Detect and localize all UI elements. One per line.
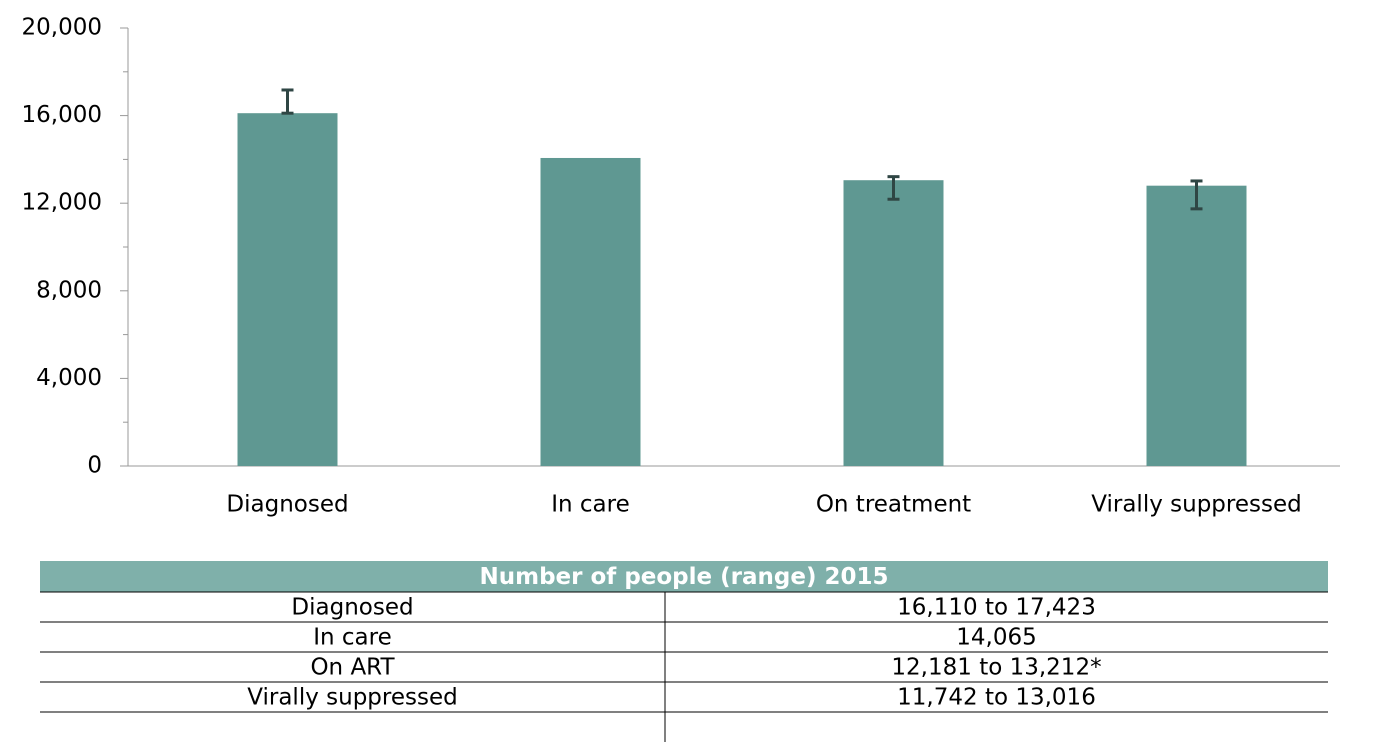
x-tick-label: On treatment — [816, 492, 971, 518]
bar — [843, 180, 944, 466]
y-tick-label: 12,000 — [22, 190, 102, 216]
table-cell: In care — [313, 625, 392, 651]
table-title: Number of people (range) 2015 — [480, 564, 889, 590]
table-cell: Diagnosed — [291, 595, 413, 621]
bar — [1146, 185, 1247, 466]
table-cell: 11,742 to 13,016 — [897, 685, 1096, 711]
y-tick-label: 0 — [87, 453, 102, 479]
table-cell: 12,181 to 13,212* — [891, 655, 1101, 681]
error-bar — [281, 88, 294, 115]
y-tick-label: 20,000 — [22, 15, 102, 41]
table-cell: 16,110 to 17,423 — [897, 595, 1096, 621]
y-tick-label: 4,000 — [36, 365, 102, 391]
bar — [540, 157, 641, 466]
y-tick-label: 8,000 — [36, 277, 102, 303]
table-cell: On ART — [310, 655, 395, 681]
error-bar — [887, 175, 900, 201]
table-cell: 14,065 — [956, 625, 1036, 651]
table-cell: Virally suppressed — [247, 685, 457, 711]
x-tick-label: In care — [551, 492, 630, 518]
x-tick-label: Diagnosed — [226, 492, 348, 518]
bar — [237, 113, 338, 466]
error-bar — [1190, 179, 1203, 211]
table-header — [40, 561, 1328, 592]
x-tick-label: Virally suppressed — [1091, 492, 1301, 518]
y-tick-label: 16,000 — [22, 102, 102, 128]
